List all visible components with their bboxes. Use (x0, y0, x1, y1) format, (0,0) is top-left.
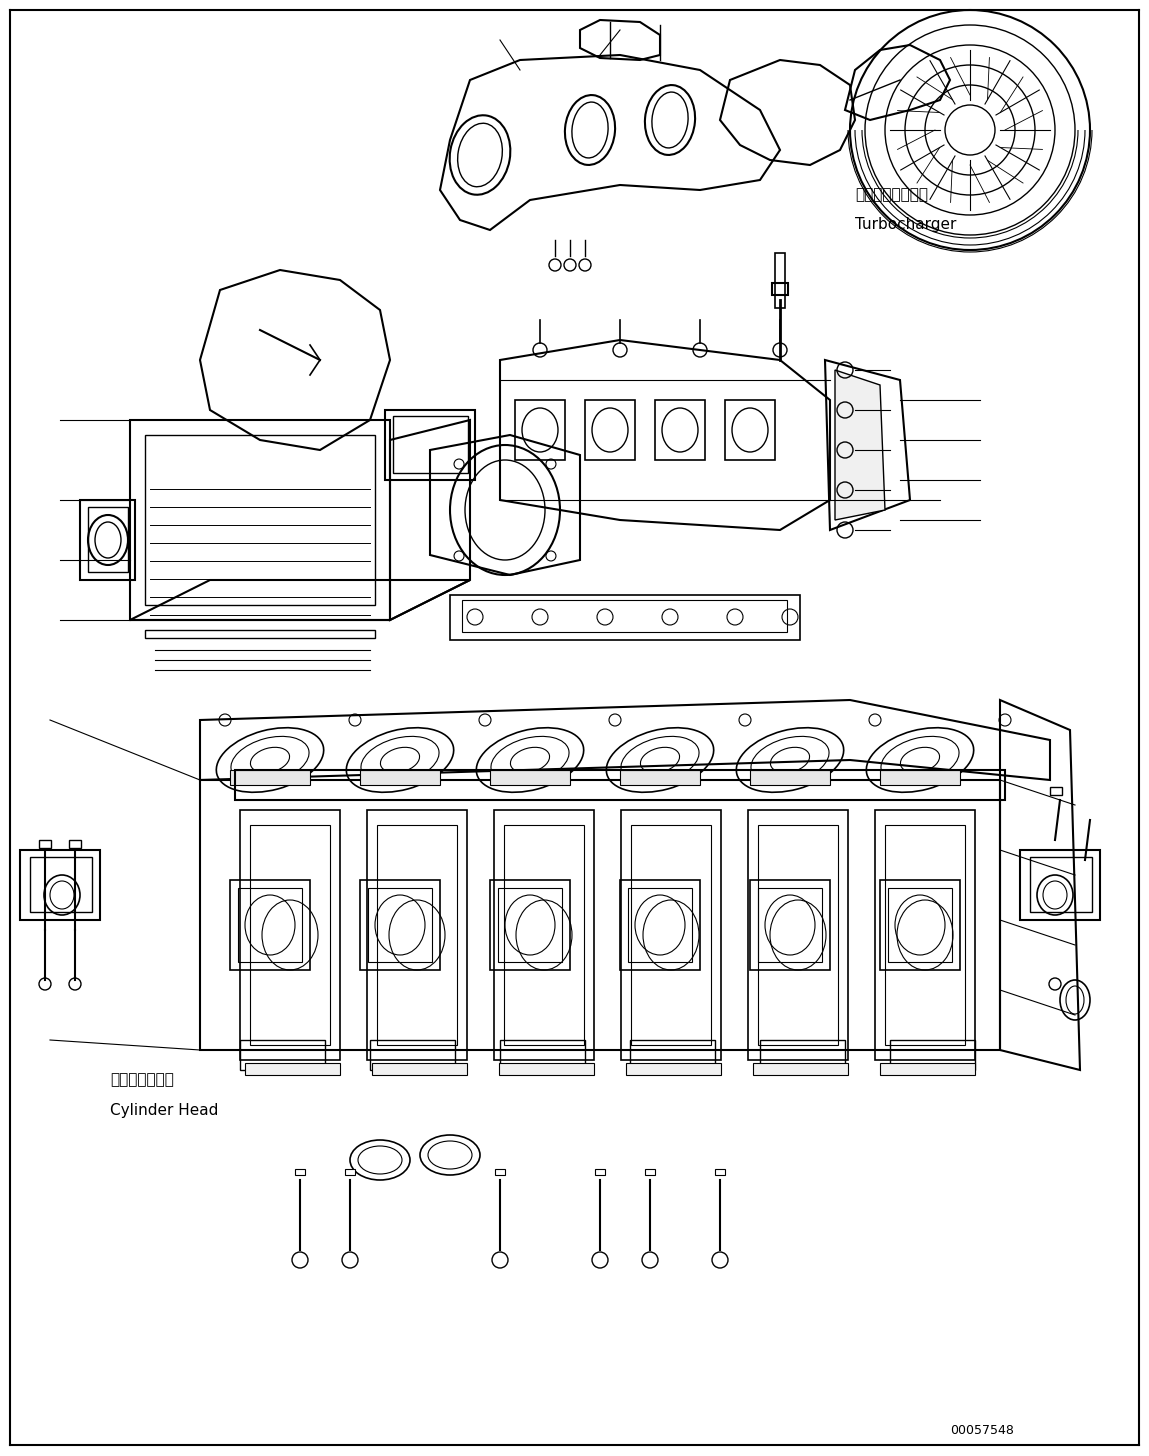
Bar (1030, 858, 1092, 911)
Text: Cylinder Head: Cylinder Head (110, 1102, 218, 1118)
Bar (30, 858, 92, 911)
Bar (370, 1040, 455, 1070)
Bar (880, 770, 961, 785)
Bar (645, 1169, 655, 1175)
Bar (240, 1040, 325, 1070)
Bar (880, 879, 961, 970)
Bar (499, 1063, 594, 1075)
Bar (620, 810, 722, 1060)
Bar (295, 1169, 304, 1175)
Bar (753, 1063, 848, 1075)
Bar (725, 400, 774, 460)
Bar (145, 435, 375, 606)
Bar (655, 400, 705, 460)
Bar (888, 888, 953, 962)
Bar (250, 826, 330, 1045)
Bar (130, 419, 390, 620)
Bar (876, 810, 976, 1060)
Bar (230, 879, 310, 970)
Bar (489, 879, 570, 970)
Text: 00057548: 00057548 (950, 1424, 1013, 1437)
Bar (750, 770, 830, 785)
Bar (631, 826, 711, 1045)
Polygon shape (835, 370, 885, 520)
Bar (238, 888, 302, 962)
Bar (367, 810, 466, 1060)
Bar (774, 253, 785, 309)
Bar (494, 810, 594, 1060)
Bar (360, 770, 440, 785)
Bar (20, 850, 100, 920)
Bar (504, 826, 584, 1045)
Bar (498, 888, 562, 962)
Bar (200, 780, 1000, 1050)
Bar (377, 826, 457, 1045)
Bar (585, 400, 635, 460)
Bar (750, 879, 830, 970)
Bar (450, 596, 800, 641)
Bar (748, 810, 848, 1060)
Bar (772, 282, 788, 296)
Bar (345, 1169, 355, 1175)
Bar (69, 840, 80, 847)
Bar (630, 1040, 715, 1070)
Bar (890, 1040, 976, 1070)
Bar (758, 888, 822, 962)
Bar (1020, 850, 1100, 920)
Bar (715, 1169, 725, 1175)
Bar (620, 770, 700, 785)
Bar (880, 1063, 976, 1075)
Bar (245, 1063, 340, 1075)
Bar (758, 826, 838, 1045)
Text: シリンダヘッド: シリンダヘッド (110, 1073, 173, 1088)
Bar (462, 600, 787, 632)
Bar (489, 770, 570, 785)
Bar (368, 888, 432, 962)
Bar (629, 888, 692, 962)
Bar (372, 1063, 466, 1075)
Bar (236, 770, 1005, 799)
Bar (495, 1169, 506, 1175)
Bar (885, 826, 965, 1045)
Text: ターボチャージャ: ターボチャージャ (855, 188, 928, 202)
Bar (1050, 788, 1062, 795)
Bar (240, 810, 340, 1060)
Bar (230, 770, 310, 785)
Bar (500, 1040, 585, 1070)
Bar (39, 840, 51, 847)
Bar (620, 879, 700, 970)
Bar (393, 416, 468, 473)
Bar (360, 879, 440, 970)
Bar (595, 1169, 606, 1175)
Bar (385, 411, 475, 480)
Bar (759, 1040, 845, 1070)
Bar (515, 400, 565, 460)
Bar (88, 507, 128, 572)
Bar (626, 1063, 722, 1075)
Bar (80, 499, 134, 579)
Text: Turbocharger: Turbocharger (855, 217, 956, 233)
